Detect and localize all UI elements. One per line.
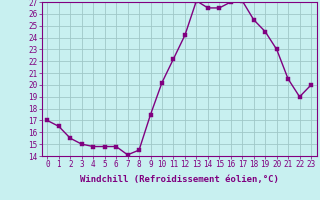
X-axis label: Windchill (Refroidissement éolien,°C): Windchill (Refroidissement éolien,°C) — [80, 175, 279, 184]
